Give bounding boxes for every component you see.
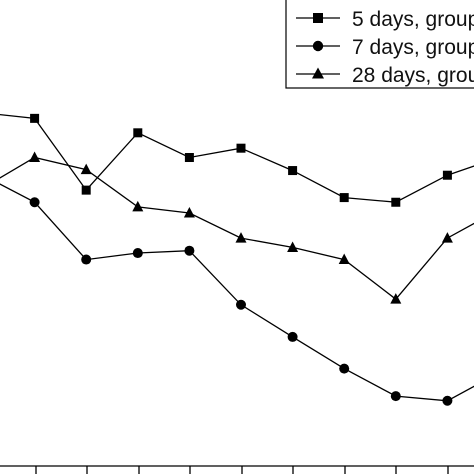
legend-entry-7-days: 7 days, group: [296, 36, 474, 59]
data-point-circle: [132, 248, 143, 259]
data-point-triangle: [287, 241, 299, 252]
data-point-square: [133, 128, 143, 138]
legend-entry-5-days: 5 days, group: [296, 8, 474, 31]
legend-label-5-days: 5 days, group: [352, 8, 474, 31]
series-line-square: [0, 113, 474, 203]
axes: [0, 465, 474, 474]
series-circle: [0, 183, 474, 406]
data-point-circle: [339, 363, 350, 374]
data-point-circle: [442, 395, 453, 406]
legend-label-28-days: 28 days, group: [352, 64, 474, 87]
legend-triangle-marker: [312, 67, 324, 79]
legend-entry-28-days: 28 days, group: [296, 64, 474, 87]
data-point-triangle: [183, 206, 195, 218]
data-point-square: [339, 193, 349, 203]
data-point-square: [81, 185, 91, 195]
data-point-square: [30, 113, 40, 123]
data-point-square: [236, 143, 246, 153]
series-square: [0, 113, 474, 207]
data-point-square: [288, 166, 298, 176]
legend-square-marker: [313, 13, 323, 23]
data-point-triangle: [441, 232, 453, 243]
data-point-square: [442, 170, 452, 180]
data-point-circle: [29, 197, 40, 208]
legend-label-7-days: 7 days, group: [352, 36, 474, 59]
data-point-triangle: [235, 232, 247, 243]
data-point-circle: [236, 299, 246, 310]
data-point-circle: [390, 391, 401, 402]
data-point-circle: [81, 254, 92, 265]
legend-circle-marker: [312, 40, 324, 52]
data-point-triangle: [338, 253, 350, 265]
legend: 5 days, group 7 days, group 28 days, gro…: [285, 0, 474, 89]
data-point-circle: [287, 331, 298, 342]
data-point-circle: [184, 245, 195, 256]
data-point-triangle: [390, 293, 402, 304]
series-triangle: [0, 151, 474, 304]
series-line-triangle: [0, 156, 474, 301]
data-point-triangle: [29, 151, 41, 163]
data-point-triangle: [132, 200, 144, 212]
data-point-square: [391, 197, 401, 207]
data-point-square: [184, 153, 194, 163]
series-line-circle: [0, 183, 474, 402]
series-layer: [0, 113, 474, 406]
data-point-triangle: [80, 163, 92, 175]
